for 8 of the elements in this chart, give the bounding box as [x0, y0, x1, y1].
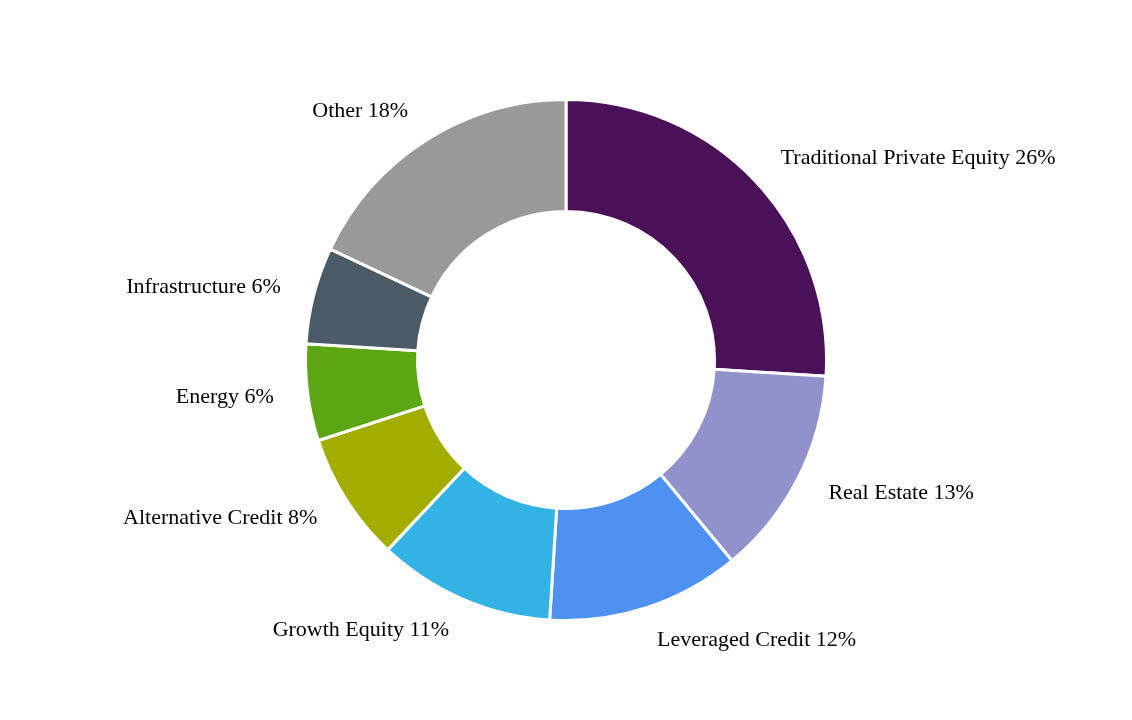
slice-label: Real Estate 13% [828, 479, 974, 505]
slice-label: Other 18% [312, 97, 409, 123]
slice-label: Energy 6% [175, 382, 274, 408]
slice-label: Leveraged Credit 12% [657, 625, 857, 651]
slice-label: Alternative Credit 8% [123, 503, 318, 529]
slice-label: Traditional Private Equity 26% [780, 144, 1056, 170]
slice-label: Growth Equity 11% [272, 616, 450, 642]
slice-label: Infrastructure 6% [126, 272, 281, 298]
